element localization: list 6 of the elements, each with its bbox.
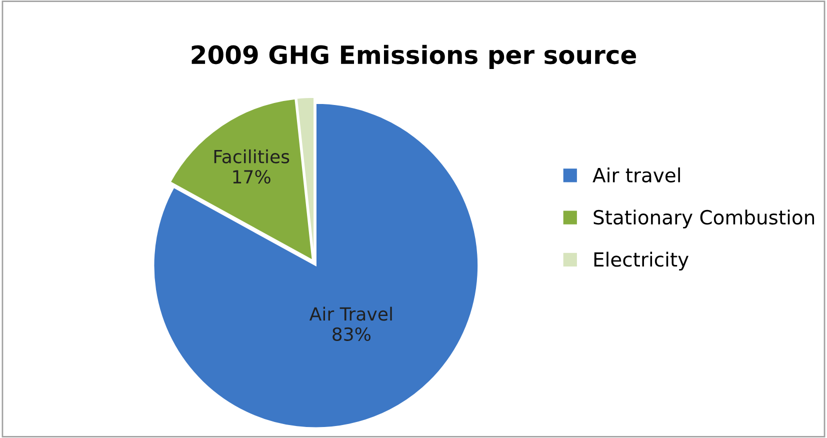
legend-label: Air travel: [592, 167, 680, 182]
chart-title: 2009 GHG Emissions per source: [192, 44, 636, 70]
legend-label: Electricity: [594, 252, 688, 271]
data-label: Facilities 17%: [214, 149, 290, 184]
legend-label: Stationary Combustion: [594, 210, 814, 228]
data-label: Air Travel 83%: [309, 306, 392, 341]
